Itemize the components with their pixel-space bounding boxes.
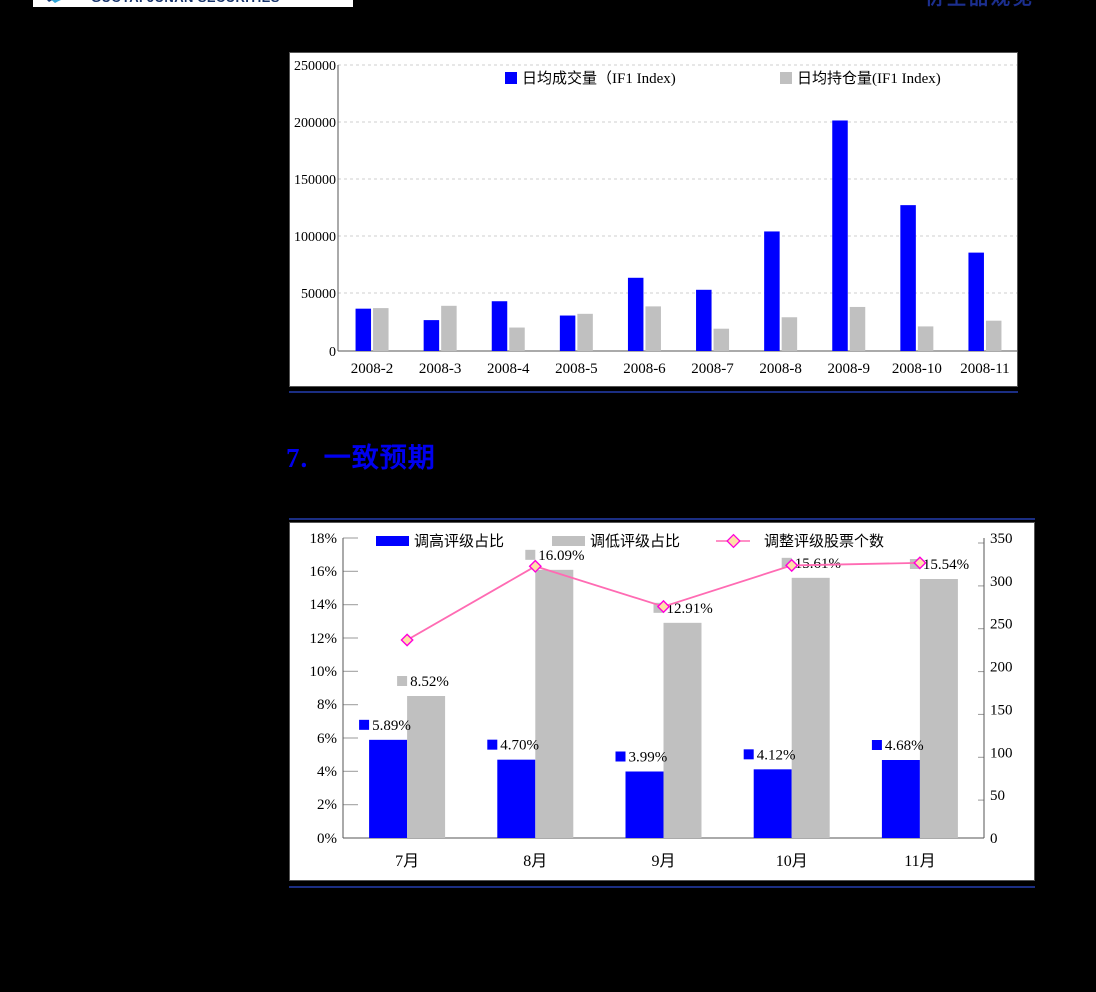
svg-text:2008-10: 2008-10 [892, 361, 942, 377]
svg-text:100: 100 [990, 745, 1013, 761]
svg-text:调高评级占比: 调高评级占比 [414, 533, 504, 550]
svg-text:50: 50 [990, 788, 1005, 804]
svg-text:2008-4: 2008-4 [487, 361, 530, 377]
svg-text:4.12%: 4.12% [757, 747, 796, 763]
svg-text:18%: 18% [310, 531, 338, 547]
svg-text:日均成交量（IF1 Index): 日均成交量（IF1 Index) [522, 69, 676, 87]
svg-text:150000: 150000 [294, 173, 336, 188]
svg-text:2008-9: 2008-9 [828, 361, 871, 377]
svg-text:2008-11: 2008-11 [960, 361, 1009, 377]
svg-text:8%: 8% [317, 697, 337, 713]
svg-text:14%: 14% [310, 597, 338, 613]
svg-text:调低评级占比: 调低评级占比 [590, 533, 680, 550]
svg-text:8月: 8月 [523, 853, 547, 870]
svg-text:0: 0 [990, 831, 998, 847]
svg-text:250: 250 [990, 617, 1013, 633]
svg-text:10月: 10月 [776, 853, 808, 870]
svg-text:2008-2: 2008-2 [351, 361, 394, 377]
svg-text:6%: 6% [317, 731, 337, 747]
svg-text:7月: 7月 [395, 853, 419, 870]
svg-text:调整评级股票个数: 调整评级股票个数 [764, 533, 884, 550]
svg-text:150: 150 [990, 702, 1013, 718]
svg-text:4.68%: 4.68% [885, 738, 924, 754]
svg-text:4.70%: 4.70% [500, 738, 539, 754]
svg-text:300: 300 [990, 574, 1013, 590]
svg-text:2008-5: 2008-5 [555, 361, 598, 377]
svg-text:250000: 250000 [294, 59, 336, 74]
svg-text:100000: 100000 [294, 230, 336, 245]
svg-text:4%: 4% [317, 764, 337, 780]
svg-text:日均持仓量(IF1 Index): 日均持仓量(IF1 Index) [797, 70, 941, 87]
svg-text:5.89%: 5.89% [372, 718, 411, 734]
svg-text:16.09%: 16.09% [538, 548, 584, 564]
svg-text:15.54%: 15.54% [923, 557, 969, 573]
svg-text:0: 0 [329, 345, 336, 360]
svg-text:200: 200 [990, 660, 1013, 676]
svg-text:9月: 9月 [651, 853, 675, 870]
svg-text:11月: 11月 [904, 853, 935, 870]
svg-text:0%: 0% [317, 831, 337, 847]
svg-text:50000: 50000 [301, 287, 336, 302]
svg-text:350: 350 [990, 531, 1013, 547]
svg-text:16%: 16% [310, 564, 338, 580]
svg-text:2%: 2% [317, 797, 337, 813]
svg-text:10%: 10% [310, 664, 338, 680]
svg-text:3.99%: 3.99% [629, 750, 668, 766]
svg-text:2008-7: 2008-7 [691, 361, 734, 377]
svg-text:8.52%: 8.52% [410, 674, 449, 690]
svg-text:12%: 12% [310, 631, 338, 647]
svg-text:2008-8: 2008-8 [759, 361, 802, 377]
svg-text:2008-6: 2008-6 [623, 361, 666, 377]
svg-text:2008-3: 2008-3 [419, 361, 462, 377]
svg-text:200000: 200000 [294, 116, 336, 131]
